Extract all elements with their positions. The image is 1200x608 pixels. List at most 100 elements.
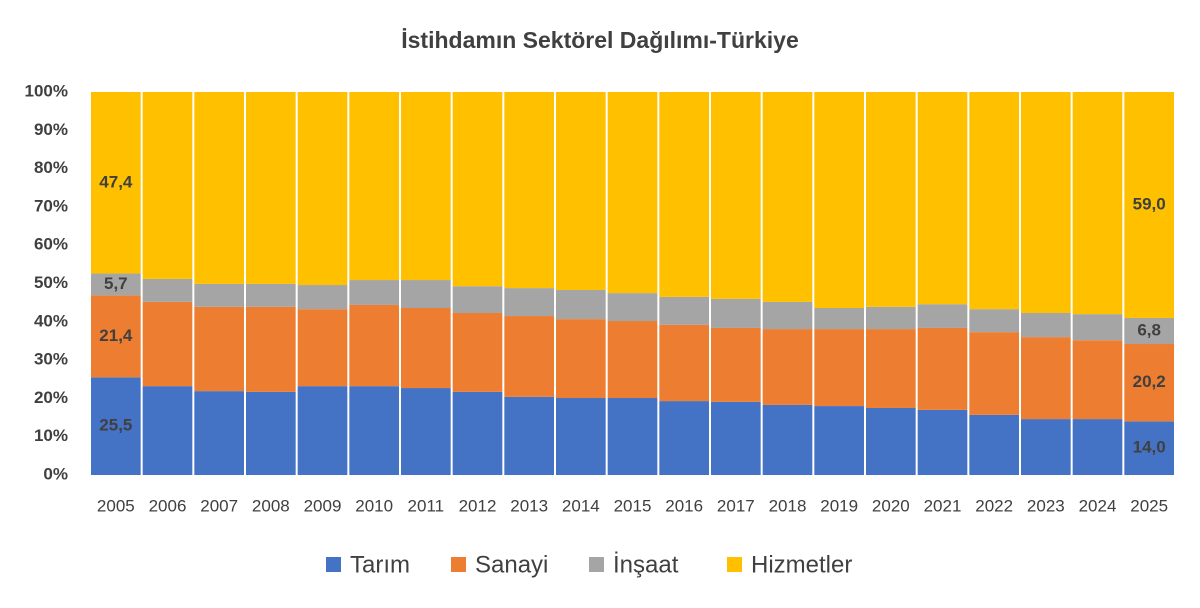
y-tick-label: 50% [34, 273, 68, 292]
bar-segment [917, 92, 968, 305]
bar-segment [194, 283, 244, 307]
bar-segment [297, 92, 348, 286]
bar-segment [1021, 337, 1071, 420]
data-label: 47,4 [99, 172, 133, 191]
bar-segment [866, 329, 916, 408]
data-label: 6,8 [1137, 320, 1161, 339]
x-tick-label: 2008 [252, 496, 290, 515]
bar-segment [607, 321, 658, 399]
bar-segment [711, 401, 761, 475]
bar-segment [504, 396, 554, 475]
data-label: 25,5 [99, 416, 132, 435]
x-tick-label: 2018 [769, 496, 807, 515]
x-tick-label: 2020 [872, 496, 910, 515]
bar-segment [401, 308, 451, 389]
bar-segment [1021, 92, 1071, 313]
bar-segment [1072, 314, 1123, 341]
y-tick-label: 0% [43, 464, 68, 483]
bar-segment [1072, 340, 1123, 420]
x-tick-label: 2021 [924, 496, 962, 515]
data-label: 14,0 [1133, 438, 1166, 457]
data-label: 21,4 [99, 326, 133, 345]
bar-segment [401, 92, 451, 281]
legend-label: İnşaat [613, 551, 679, 578]
bar-segment [401, 280, 451, 309]
bar-segment [556, 92, 606, 291]
data-label: 59,0 [1133, 194, 1166, 213]
bar-segment [246, 283, 296, 307]
bar-segment [194, 306, 244, 392]
data-label: 5,7 [104, 274, 128, 293]
legend-swatch [451, 557, 466, 572]
bar-segment [814, 92, 864, 309]
bar-segment [969, 332, 1019, 415]
bar-segment [297, 285, 348, 310]
bar-segment [556, 398, 606, 475]
x-tick-label: 2014 [562, 496, 600, 515]
bar-segment [659, 296, 709, 325]
legend-swatch [326, 557, 341, 572]
legend-label: Hizmetler [751, 551, 852, 578]
x-tick-label: 2005 [97, 496, 135, 515]
data-label: 20,2 [1133, 372, 1166, 391]
bar-segment [452, 92, 503, 287]
bar-segment [91, 295, 141, 378]
bar-segment [297, 386, 348, 475]
bar-segment [91, 273, 141, 296]
bar-segment [607, 92, 658, 294]
x-tick-label: 2006 [149, 496, 187, 515]
bar-segment [659, 92, 709, 297]
y-tick-label: 10% [34, 426, 68, 445]
bar-segment [917, 304, 968, 328]
legend-label: Sanayi [475, 551, 548, 578]
bar-segment [194, 92, 244, 284]
bar-segment [452, 391, 503, 475]
bar-segment [349, 92, 399, 281]
bar-segment [1124, 92, 1174, 318]
bar-segment [866, 407, 916, 475]
bar-segment [504, 288, 554, 317]
bar-segment [1021, 312, 1071, 338]
x-tick-label: 2022 [975, 496, 1013, 515]
bar-segment [762, 301, 813, 330]
bar-segment [969, 309, 1019, 333]
bar-segment [556, 290, 606, 320]
bar-segment [917, 327, 968, 410]
x-tick-label: 2024 [1079, 496, 1117, 515]
x-tick-label: 2019 [820, 496, 858, 515]
x-tick-label: 2023 [1027, 496, 1065, 515]
bar-segment [556, 319, 606, 399]
x-tick-label: 2015 [614, 496, 652, 515]
bar-segment [1124, 421, 1174, 475]
bar-segment [607, 398, 658, 475]
bar-segment [762, 329, 813, 405]
bar-segment [711, 327, 761, 402]
y-tick-label: 90% [34, 120, 68, 139]
x-tick-label: 2007 [200, 496, 238, 515]
bar-segment [452, 312, 503, 392]
bar-segment [762, 404, 813, 475]
bar-segment [349, 280, 399, 305]
x-tick-label: 2010 [355, 496, 393, 515]
x-tick-label: 2011 [408, 496, 445, 515]
bar-segment [814, 308, 864, 330]
y-tick-label: 60% [34, 235, 68, 254]
y-tick-label: 30% [34, 350, 68, 369]
x-tick-label: 2013 [510, 496, 548, 515]
bar-segment [969, 414, 1019, 475]
bar-segment [814, 406, 864, 475]
x-tick-label: 2016 [665, 496, 703, 515]
bar-segment [866, 306, 916, 330]
bar-segment [969, 92, 1019, 310]
bar-segment [401, 388, 451, 475]
bar-segment [504, 92, 554, 289]
bar-segment [866, 92, 916, 307]
chart-title: İstihdamın Sektörel Dağılımı-Türkiye [401, 27, 799, 53]
bar-segment [1124, 317, 1174, 345]
y-tick-label: 40% [34, 311, 68, 330]
bar-segment [1072, 92, 1123, 315]
bar-segment [659, 401, 709, 475]
y-tick-label: 80% [34, 158, 68, 177]
x-tick-label: 2009 [304, 496, 342, 515]
